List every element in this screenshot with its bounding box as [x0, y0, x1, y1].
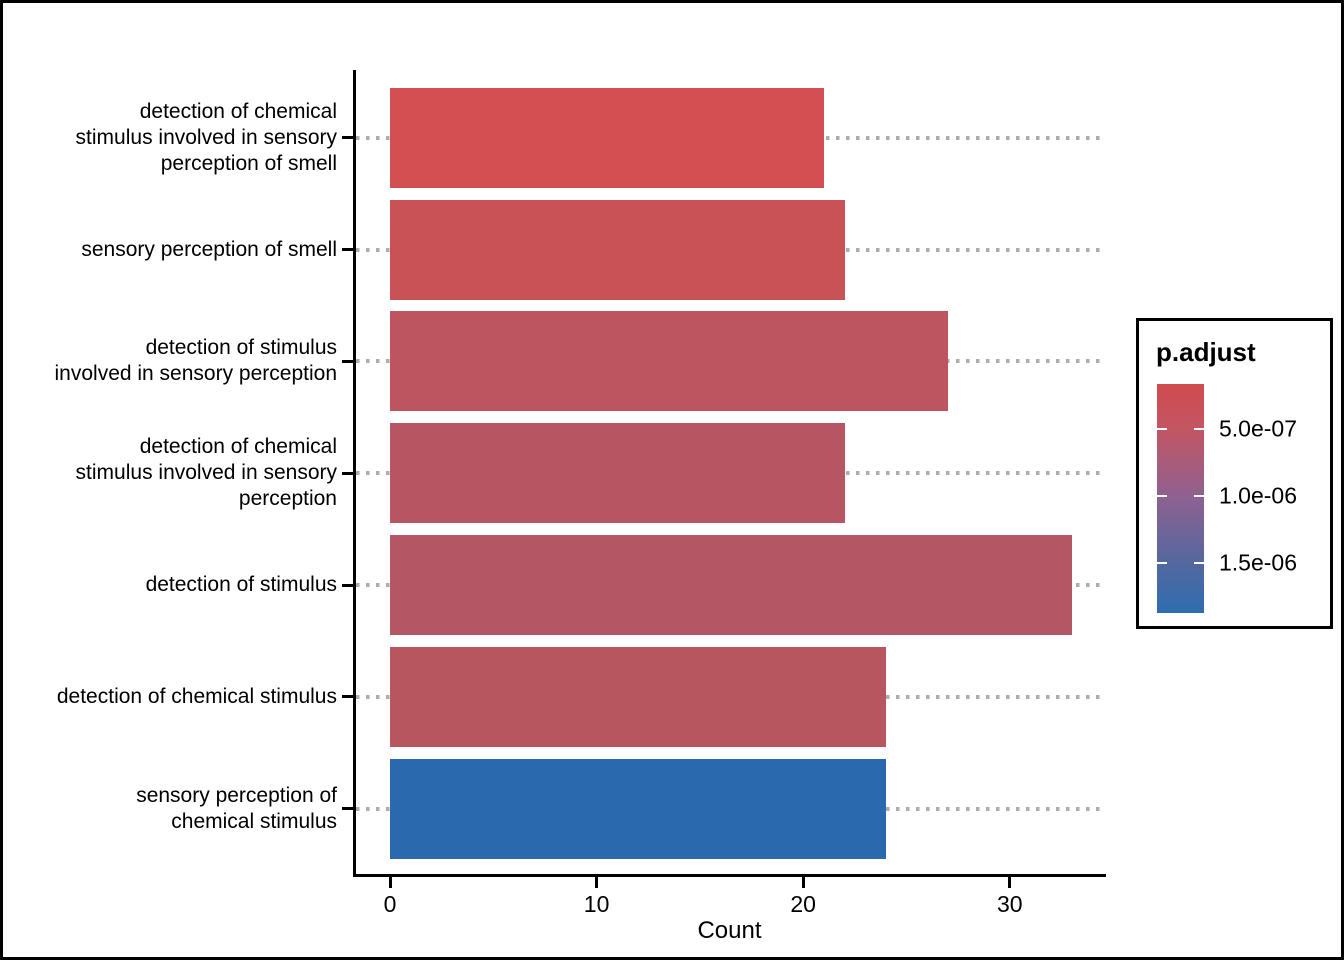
y-tick: [342, 807, 353, 811]
y-axis-label: detection of chemical stimulus involved …: [75, 435, 337, 511]
legend-tick-mark: [1194, 428, 1204, 431]
legend-title: p.adjust: [1156, 337, 1256, 367]
legend-tick-label: 1.5e-06: [1219, 549, 1298, 576]
legend-gradient-bar: [1157, 384, 1204, 613]
y-tick: [342, 583, 353, 587]
y-tick: [342, 248, 353, 252]
y-tick: [342, 136, 353, 140]
y-axis-label: detection of chemical stimulus involved …: [75, 99, 337, 175]
x-tick-label: 20: [790, 891, 816, 917]
legend-tick-label: 1.0e-06: [1219, 482, 1298, 509]
x-tick: [801, 877, 805, 888]
x-axis-line: [353, 874, 1106, 877]
y-axis-label: detection of chemical stimulus: [56, 684, 337, 708]
legend: p.adjust 5.0e-07 1.0e-06 1.5e-06: [1136, 318, 1333, 629]
legend-tick-mark: [1194, 562, 1204, 565]
bar: [390, 423, 845, 524]
x-tick: [388, 877, 392, 888]
legend-tick-label: 5.0e-07: [1219, 415, 1298, 442]
bar: [390, 646, 886, 747]
x-axis-title: Count: [697, 917, 762, 944]
y-axis-label: sensory perception of smell: [81, 237, 337, 261]
y-tick: [342, 471, 353, 475]
bar: [390, 87, 824, 188]
y-tick: [342, 359, 353, 363]
bar: [390, 199, 845, 300]
bar: [390, 311, 948, 412]
y-axis-label: detection of stimulus involved in sensor…: [54, 336, 338, 386]
y-axis-line: [353, 70, 356, 877]
x-tick-label: 10: [583, 891, 610, 917]
y-axis-label: detection of stimulus: [145, 573, 337, 596]
x-tick-label: 30: [997, 891, 1023, 917]
x-tick: [595, 877, 599, 888]
bar: [390, 758, 886, 859]
x-tick: [1008, 877, 1012, 888]
bar: [390, 535, 1072, 635]
legend-tick-mark: [1157, 562, 1167, 565]
y-tick: [342, 695, 353, 699]
plot-panel: detection of chemical stimulus involved …: [3, 3, 1341, 957]
x-tick-label: 0: [383, 891, 397, 917]
legend-tick-mark: [1157, 495, 1167, 498]
legend-tick-mark: [1157, 428, 1167, 431]
y-axis-label: sensory perception of chemical stimulus: [136, 783, 337, 833]
legend-tick-mark: [1194, 495, 1204, 498]
